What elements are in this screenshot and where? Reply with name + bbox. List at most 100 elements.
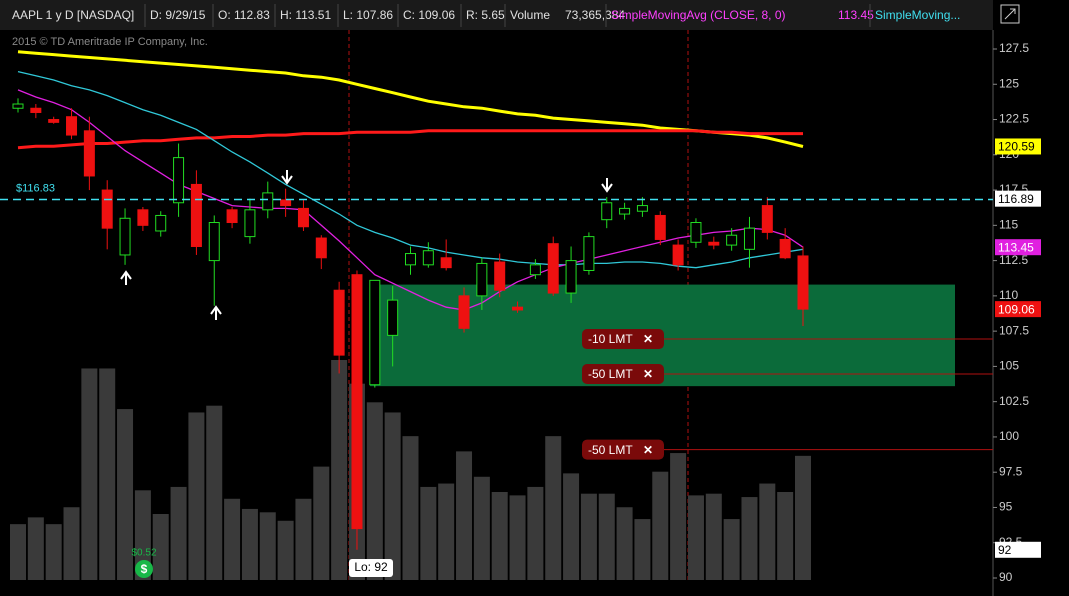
- price-tag: [995, 138, 1041, 155]
- candle-body: [30, 107, 42, 113]
- volume-bar: [795, 455, 811, 580]
- arrow-down: [281, 170, 293, 185]
- candle-body: [48, 119, 60, 123]
- volume-bar: [224, 498, 241, 580]
- candle-body: [280, 199, 292, 207]
- volume-bar: [206, 405, 223, 580]
- y-tick-label: 115: [999, 218, 1018, 232]
- candle-body: [601, 202, 613, 221]
- volume-bar: [777, 492, 794, 580]
- candle-body: [583, 236, 595, 271]
- y-tick-label: 100: [999, 429, 1019, 443]
- header-bar: [0, 0, 993, 30]
- order-label: -10 LMT: [588, 332, 633, 346]
- volume-bar: [99, 368, 116, 580]
- ma-layer: [17, 50, 804, 311]
- y-tick-label: 102.5: [999, 394, 1029, 408]
- candle-body: [351, 274, 363, 530]
- volume-bar: [27, 517, 44, 580]
- header-item: 73,365,384: [565, 8, 625, 22]
- moving-average: [17, 89, 804, 311]
- volume-bar: [456, 451, 473, 580]
- volume-bar: [81, 368, 98, 580]
- candle-body: [547, 243, 559, 294]
- volume-bar: [687, 495, 704, 580]
- moving-average: [17, 50, 804, 148]
- overlay-layer: $116.83 -10 LMT ✕ -50 LMT ✕ -50 LMT ✕: [0, 182, 993, 460]
- candle-body: [512, 306, 524, 311]
- volume-bar: [491, 492, 508, 580]
- candle-body: [529, 264, 541, 276]
- volume-bar: [509, 495, 526, 580]
- volume-bar: [705, 493, 722, 580]
- candle-body: [226, 209, 238, 224]
- header-item: R: 5.65: [466, 8, 505, 22]
- price-tag: [995, 239, 1041, 256]
- y-tick-label: 97.5: [999, 464, 1023, 478]
- candle-body: [297, 207, 309, 228]
- reference-label: $116.83: [16, 182, 55, 194]
- order-cancel[interactable]: ✕: [643, 332, 653, 346]
- candle-body: [440, 257, 452, 269]
- volume-bar: [759, 483, 776, 580]
- candle-body: [690, 222, 702, 243]
- header-item: 113.45: [838, 8, 874, 22]
- volume-bar: [134, 490, 151, 580]
- candle-body: [743, 227, 755, 250]
- candle-body: [262, 192, 274, 211]
- price-tag-label: 113.45: [998, 240, 1034, 254]
- low-label: Lo: 92: [354, 560, 388, 574]
- order-box[interactable]: [582, 439, 664, 460]
- candle-body: [315, 237, 327, 259]
- volume-bar: [63, 507, 80, 580]
- candle-body: [101, 189, 113, 229]
- order-box[interactable]: [582, 364, 664, 385]
- header-item: D: 9/29/15: [150, 8, 206, 22]
- candle-body: [565, 260, 577, 294]
- volume-bar: [598, 493, 615, 580]
- header-item: O: 112.83: [218, 8, 270, 22]
- dividend-icon-glyph: $: [141, 562, 148, 576]
- volume-bar: [295, 498, 312, 580]
- dividend-icon[interactable]: [135, 560, 153, 578]
- volume-bar: [117, 409, 134, 580]
- price-tag-label: 116.89: [998, 192, 1034, 206]
- candle-body: [476, 262, 488, 297]
- candle-body: [726, 234, 738, 246]
- volume-layer: [10, 360, 811, 580]
- volume-bar: [10, 524, 26, 580]
- order-cancel[interactable]: ✕: [643, 443, 653, 457]
- expand-icon[interactable]: [1000, 4, 1020, 24]
- y-tick-label: 112.5: [999, 253, 1028, 267]
- candle-body: [672, 244, 684, 266]
- header-item: Volume: [510, 8, 550, 22]
- price-tag: [995, 541, 1041, 558]
- candle-body: [83, 130, 95, 177]
- volume-bar: [438, 483, 455, 580]
- volume-bar: [670, 453, 687, 580]
- price-tag: [995, 301, 1041, 318]
- header-item: AAPL 1 y D [NASDAQ]: [12, 8, 134, 22]
- order-box[interactable]: [582, 329, 664, 350]
- candle-body: [66, 116, 78, 136]
- arrow-up: [120, 270, 132, 285]
- volume-bar: [741, 497, 758, 580]
- price-tag-label: 92: [998, 543, 1012, 557]
- arrow-down: [601, 178, 613, 193]
- volume-bar: [616, 507, 633, 580]
- volume-bar: [580, 493, 597, 580]
- volume-bar: [152, 514, 169, 580]
- header-item: C: 109.06: [403, 8, 455, 22]
- volume-bar: [473, 476, 490, 580]
- volume-bar: [723, 519, 740, 580]
- candle-layer: [12, 98, 809, 550]
- candle-body: [458, 295, 470, 329]
- header-item: H: 113.51: [280, 8, 331, 22]
- y-tick-label: 95: [999, 500, 1013, 514]
- volume-bar: [384, 412, 401, 580]
- order-cancel[interactable]: ✕: [643, 367, 653, 381]
- order-label: -50 LMT: [588, 367, 633, 381]
- header-item: L: 107.86: [343, 8, 393, 22]
- header-item: SimpleMoving...: [875, 8, 960, 22]
